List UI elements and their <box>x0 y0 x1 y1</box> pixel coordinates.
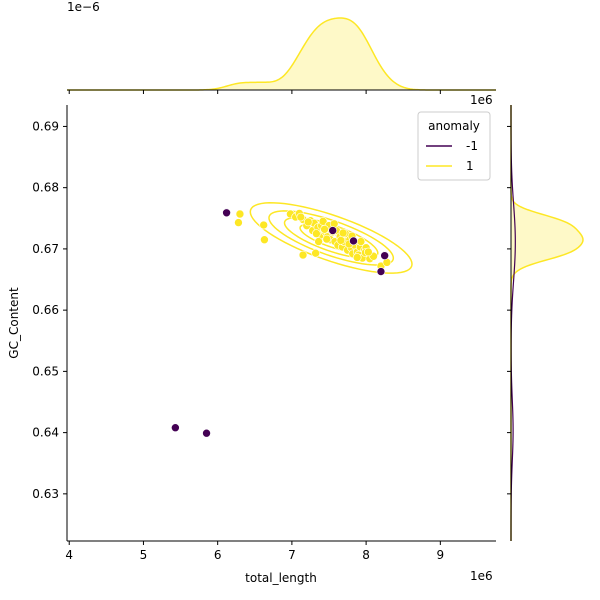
legend-frame <box>417 111 491 181</box>
y-tick-label: 0.66 <box>32 303 59 317</box>
x-offset-label: 1e6 <box>470 569 493 583</box>
top-marginal-kde: 1e−6 <box>67 0 496 94</box>
scatter-point <box>322 234 332 244</box>
right-marginal-ticks <box>507 125 511 495</box>
right-kde-area <box>511 105 583 541</box>
y-tick-label: 0.68 <box>32 181 59 195</box>
scatter-point <box>349 236 358 246</box>
legend-label-anomaly-pos: 1 <box>466 159 474 173</box>
scatter-point <box>352 253 362 262</box>
scatter-point <box>298 250 308 260</box>
x-tick-label: 9 <box>437 548 445 562</box>
kde-contour-0 <box>249 202 413 274</box>
scatter-point <box>222 208 231 218</box>
y-tick-label: 0.64 <box>32 426 59 440</box>
scatter-point <box>303 217 313 227</box>
x-tick-label: 7 <box>288 548 296 562</box>
x-axis-label: total_length <box>245 571 317 585</box>
x-tick-label: 6 <box>214 548 222 562</box>
scatter-point <box>356 237 366 246</box>
scatter-point <box>380 251 389 260</box>
scatter-point <box>235 209 245 219</box>
legend-label-anomaly-neg: -1 <box>466 139 478 153</box>
scatter-point <box>314 237 323 246</box>
scatter-point <box>336 236 346 245</box>
scatter-point <box>311 248 320 258</box>
scatter-point <box>260 235 269 245</box>
legend-title: anomaly <box>428 119 480 133</box>
x-axis-ticks: 4 5 6 7 8 9 <box>65 541 444 562</box>
y-axis-ticks: 0.63 0.64 0.65 0.66 0.67 0.68 0.69 <box>32 119 67 501</box>
scatter-point <box>259 220 268 230</box>
y-tick-label: 0.63 <box>32 487 59 501</box>
y-tick-label: 0.67 <box>32 242 59 256</box>
right-marginal-kde <box>507 104 584 542</box>
scatter-point <box>328 226 338 235</box>
scatter-point <box>296 212 306 222</box>
y-offset-label: 1e6 <box>470 93 493 107</box>
y-axis-label: GC_Content <box>7 287 21 359</box>
top-kde-area <box>67 18 496 90</box>
top-marginal-offset-label: 1e−6 <box>67 0 100 14</box>
x-tick-label: 5 <box>140 548 148 562</box>
scatter-point <box>202 428 211 438</box>
scatter-point <box>338 228 348 238</box>
scatter-point <box>171 423 180 433</box>
scatter-points <box>171 208 392 438</box>
scatter-axes: 4 5 6 7 8 9 0.63 0.64 0.65 0.66 0.67 0.68 0.69 tota… <box>7 93 496 585</box>
legend: anomaly -1 1 <box>417 111 491 181</box>
right-kde-line-anomaly <box>510 104 516 542</box>
y-tick-label: 0.65 <box>32 364 59 378</box>
top-marginal-ticks <box>68 90 441 94</box>
y-tick-label: 0.69 <box>32 119 59 133</box>
scatter-point <box>376 267 386 276</box>
x-tick-label: 4 <box>65 548 73 562</box>
scatter-point <box>320 225 329 234</box>
x-tick-label: 8 <box>362 548 370 562</box>
right-kde-line <box>510 105 584 541</box>
scatter-point <box>364 247 373 257</box>
scatter-point <box>234 218 243 227</box>
scatter-point <box>312 229 321 238</box>
